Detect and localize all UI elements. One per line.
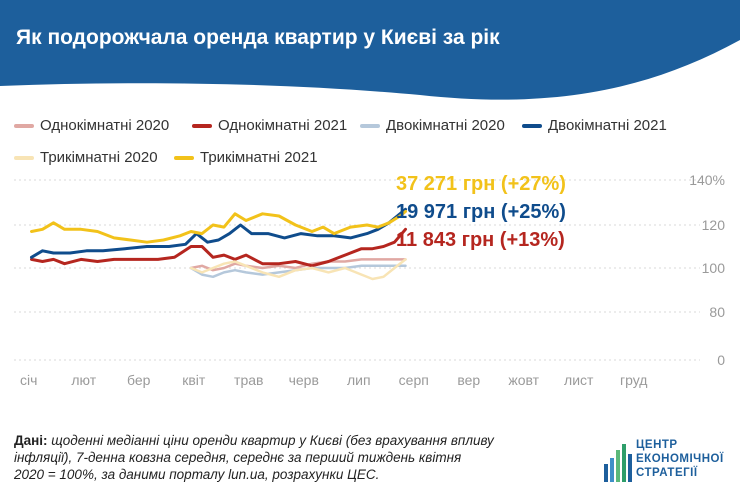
legend-item-one-2020: Однокімнатні 2020 [14,117,169,134]
legend-swatch [14,155,34,160]
logo-line-1: ЦЕНТР [636,439,678,451]
legend-item-one-2021: Однокімнатні 2021 [192,117,347,134]
footnote-label: Дані [14,433,44,448]
ces-logo: ЦЕНТР ЕКОНОМІЧНОЇ СТРАТЕГІЇ [602,436,732,486]
legend-swatch [192,123,212,128]
x-tick-label: лют [71,372,96,388]
legend-item-two-2020: Двокімнатні 2020 [360,117,505,134]
legend-item-two-2021: Двокімнатні 2021 [522,117,667,134]
x-tick-label: лип [347,372,371,388]
series-line-3 [30,207,407,259]
x-tick-label: січ [20,372,37,388]
series-line-1 [30,227,407,268]
logo-line-2: ЕКОНОМІЧНОЇ [636,453,724,465]
legend-label: Двокімнатні 2021 [548,117,667,134]
legend-item-three-2021: Трикімнатні 2021 [174,149,318,166]
logo-bars-icon [604,444,632,482]
header-background [0,0,740,100]
series-line-5 [30,210,407,244]
legend-swatch [522,123,542,128]
footnote: Дані: щоденні медіанні ціни оренди кварт… [14,433,494,482]
legend-label: Трикімнатні 2021 [200,149,318,166]
legend-label: Однокімнатні 2021 [218,117,348,134]
footnote-text: щоденні медіанні ціни оренди квартир у К… [14,433,494,482]
legend-swatch [360,123,380,128]
legend-label: Двокімнатні 2020 [386,117,505,134]
x-tick-label: груд [620,372,647,388]
header-banner: Як подорожчала оренда квартир у Києві за… [0,0,740,110]
legend-label: Трикімнатні 2020 [40,149,158,166]
x-tick-label: черв [289,372,319,388]
series-line-2 [189,264,407,279]
logo-text: ЦЕНТР ЕКОНОМІЧНОЇ СТРАТЕГІЇ [636,438,724,480]
y-tick-label: 80 [709,304,725,320]
y-tick-label: 0 [717,352,725,368]
y-tick-label: 100 [702,260,726,276]
callout-two-room: 19 971 грн (+25%) [396,201,566,223]
legend-swatch [14,123,34,128]
legend-item-three-2020: Трикімнатні 2020 [14,149,158,166]
y-tick-label: 120 [702,217,726,233]
legend-swatch [174,155,194,160]
x-tick-label: трав [234,372,263,388]
x-tick-label: жовт [508,372,539,388]
y-tick-label: 140% [689,172,725,188]
x-tick-label: лист [564,372,594,388]
x-tick-label: бер [127,372,151,388]
chart-title: Як подорожчала оренда квартир у Києві за… [16,26,500,49]
x-tick-label: серп [399,372,429,388]
series-line-4 [189,258,407,281]
x-tick-label: квіт [182,372,206,388]
callout-three-room: 37 271 грн (+27%) [396,173,566,195]
logo-line-3: СТРАТЕГІЇ [636,467,698,479]
callout-one-room: 11 843 грн (+13%) [396,229,565,251]
series-line-0 [189,258,407,272]
x-tick-label: вер [457,372,480,388]
legend-label: Однокімнатні 2020 [40,117,170,134]
line-chart: 0 80 100 120 140% січ лют бер квіт трав черв лип се… [14,172,726,388]
